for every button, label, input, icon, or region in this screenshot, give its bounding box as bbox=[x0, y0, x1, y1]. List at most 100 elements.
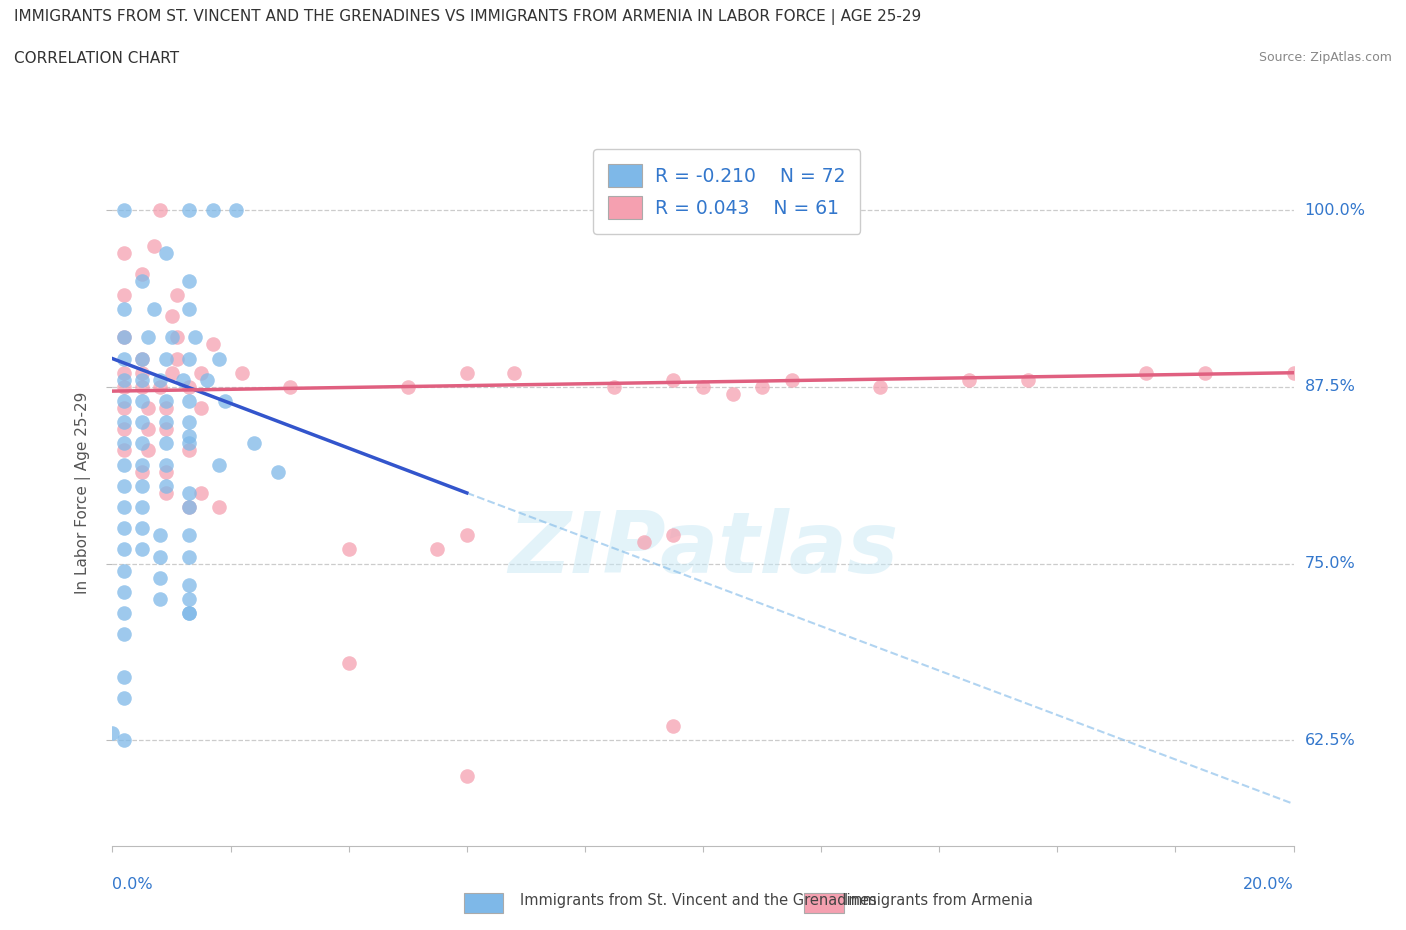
Legend: R = -0.210    N = 72, R = 0.043    N = 61: R = -0.210 N = 72, R = 0.043 N = 61 bbox=[593, 149, 860, 234]
Point bbox=[208, 352, 231, 366]
Point bbox=[131, 464, 153, 479]
Point bbox=[112, 246, 135, 260]
Point bbox=[456, 528, 478, 543]
Point bbox=[101, 725, 124, 740]
Point bbox=[179, 415, 201, 430]
Point bbox=[396, 379, 419, 394]
Point bbox=[112, 584, 135, 599]
Point bbox=[179, 393, 201, 408]
Point bbox=[155, 478, 177, 493]
Point bbox=[179, 301, 201, 316]
Point bbox=[278, 379, 301, 394]
Point bbox=[184, 330, 207, 345]
Point bbox=[225, 203, 247, 218]
Point bbox=[751, 379, 773, 394]
Text: 0.0%: 0.0% bbox=[112, 877, 153, 892]
Point bbox=[869, 379, 891, 394]
Point bbox=[149, 591, 172, 606]
Point bbox=[1135, 365, 1157, 380]
Point bbox=[112, 564, 135, 578]
Point bbox=[112, 458, 135, 472]
Point bbox=[155, 436, 177, 451]
Point bbox=[112, 733, 135, 748]
Point bbox=[131, 521, 153, 536]
Point bbox=[155, 393, 177, 408]
Point bbox=[160, 309, 183, 324]
Text: IMMIGRANTS FROM ST. VINCENT AND THE GRENADINES VS IMMIGRANTS FROM ARMENIA IN LAB: IMMIGRANTS FROM ST. VINCENT AND THE GREN… bbox=[14, 9, 921, 25]
Point bbox=[201, 203, 224, 218]
Text: Source: ZipAtlas.com: Source: ZipAtlas.com bbox=[1258, 51, 1392, 64]
Point bbox=[131, 372, 153, 387]
Point bbox=[131, 542, 153, 557]
Point bbox=[112, 670, 135, 684]
Point bbox=[131, 499, 153, 514]
Point bbox=[231, 365, 253, 380]
Point bbox=[633, 535, 655, 550]
Point bbox=[112, 478, 135, 493]
Point bbox=[149, 372, 172, 387]
Point bbox=[208, 458, 231, 472]
Text: 87.5%: 87.5% bbox=[1305, 379, 1355, 394]
Point bbox=[149, 549, 172, 564]
Text: ZIPatlas: ZIPatlas bbox=[508, 508, 898, 591]
Text: 100.0%: 100.0% bbox=[1305, 203, 1365, 218]
Point bbox=[179, 429, 201, 444]
Point bbox=[155, 485, 177, 500]
Point bbox=[208, 499, 231, 514]
Y-axis label: In Labor Force | Age 25-29: In Labor Force | Age 25-29 bbox=[75, 392, 91, 594]
Point bbox=[112, 301, 135, 316]
Point bbox=[142, 301, 165, 316]
Point bbox=[112, 330, 135, 345]
Point bbox=[155, 246, 177, 260]
Point bbox=[179, 485, 201, 500]
Point bbox=[112, 415, 135, 430]
Point bbox=[112, 443, 135, 458]
Point bbox=[214, 393, 236, 408]
Text: Immigrants from Armenia: Immigrants from Armenia bbox=[844, 893, 1032, 908]
Text: 20.0%: 20.0% bbox=[1243, 877, 1294, 892]
Point bbox=[337, 542, 360, 557]
Point bbox=[957, 372, 980, 387]
Point bbox=[166, 287, 188, 302]
Point bbox=[179, 352, 201, 366]
Point bbox=[112, 422, 135, 437]
Point bbox=[426, 542, 449, 557]
Point bbox=[662, 719, 685, 734]
Point bbox=[201, 337, 224, 352]
Point bbox=[155, 464, 177, 479]
Point bbox=[160, 365, 183, 380]
Point bbox=[179, 605, 201, 620]
Point bbox=[179, 499, 201, 514]
Point bbox=[721, 387, 744, 402]
Point bbox=[179, 379, 201, 394]
Point bbox=[131, 266, 153, 281]
Point bbox=[149, 528, 172, 543]
Point bbox=[112, 542, 135, 557]
Point bbox=[179, 578, 201, 592]
Point bbox=[179, 443, 201, 458]
Point bbox=[112, 365, 135, 380]
Point bbox=[172, 372, 194, 387]
Point bbox=[149, 570, 172, 585]
Point bbox=[337, 655, 360, 670]
Point bbox=[267, 464, 290, 479]
Point bbox=[149, 379, 172, 394]
Point bbox=[155, 422, 177, 437]
Point bbox=[112, 690, 135, 705]
Point bbox=[142, 238, 165, 253]
Point bbox=[131, 436, 153, 451]
Point bbox=[692, 379, 714, 394]
Point bbox=[136, 401, 159, 416]
Text: 62.5%: 62.5% bbox=[1305, 733, 1355, 748]
Point bbox=[112, 352, 135, 366]
Point bbox=[179, 591, 201, 606]
Point bbox=[662, 528, 685, 543]
Point bbox=[112, 287, 135, 302]
Point bbox=[112, 627, 135, 642]
Point bbox=[112, 330, 135, 345]
Point bbox=[190, 401, 212, 416]
Point bbox=[1017, 372, 1039, 387]
Point bbox=[112, 393, 135, 408]
Point bbox=[179, 273, 201, 288]
Point bbox=[1194, 365, 1216, 380]
